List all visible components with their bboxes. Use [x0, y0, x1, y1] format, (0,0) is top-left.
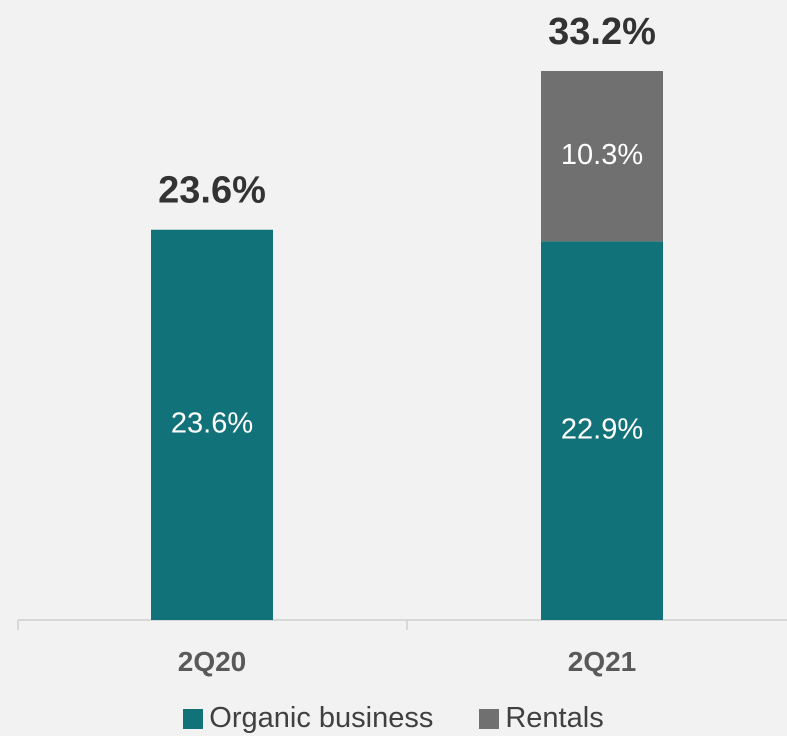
- legend-swatch: [183, 708, 204, 729]
- legend-swatch: [479, 708, 500, 729]
- legend-label: Rentals: [505, 702, 604, 734]
- category-label: 2Q21: [568, 646, 637, 677]
- legend: Organic business Rentals: [0, 702, 787, 735]
- bars-group: 23.6% 23.6% 2Q20 22.9% 10.3% 33.2% 2Q21: [151, 11, 663, 677]
- bar-segment-rentals: [541, 71, 663, 242]
- total-value-label: 23.6%: [158, 170, 266, 212]
- chart-plot-area: 23.6% 23.6% 2Q20 22.9% 10.3% 33.2% 2Q21: [17, 11, 787, 677]
- segment-value-label: 23.6%: [171, 408, 253, 440]
- legend-item: Rentals: [479, 702, 604, 735]
- segment-value-label: 10.3%: [561, 139, 643, 171]
- legend-label: Organic business: [209, 702, 434, 734]
- category-label: 2Q20: [178, 646, 247, 677]
- bar-segment-organic-business: [151, 229, 273, 620]
- bar-segment-organic-business: [541, 241, 663, 620]
- total-value-label: 33.2%: [548, 11, 656, 53]
- segment-value-label: 22.9%: [561, 413, 643, 445]
- legend-item: Organic business: [183, 702, 433, 735]
